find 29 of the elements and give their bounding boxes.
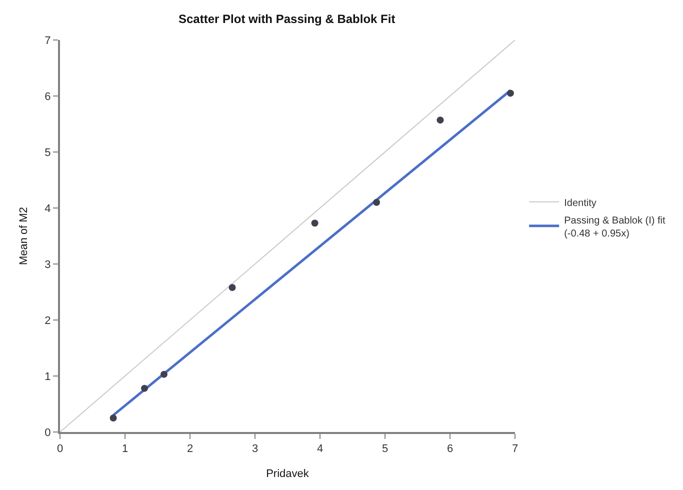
y-tick-label: 4 [44,202,51,215]
y-tick-label: 7 [44,34,51,47]
y-tick-label: 2 [44,314,51,327]
x-tick-label: 3 [252,443,258,456]
chart-title: Scatter Plot with Passing & Bablok Fit [178,12,396,26]
y-tick-label: 0 [44,426,51,439]
legend-label: Identity [564,198,596,209]
x-tick-label: 2 [186,443,194,456]
point [506,90,514,97]
x-tick-label: 5 [382,443,388,456]
point [228,284,236,292]
x-axis-title: Pridavek [266,468,310,480]
point [373,198,380,206]
x-tick-label: 6 [446,443,454,456]
x-tick-label: 1 [122,443,128,456]
x-tick-label: 7 [512,443,518,456]
legend-label: Passing & Bablok (I) fit (-0.48 + 0.95x) [564,215,666,240]
y-tick-label: 3 [44,258,51,271]
point [160,370,168,378]
point [436,116,444,124]
point [311,220,318,227]
y-axis-title: Mean of M2 [18,206,30,266]
point [141,384,148,392]
x-tick-label: 0 [56,443,64,456]
point [110,414,117,422]
y-tick-label: 6 [44,90,51,103]
y-tick-label: 1 [44,370,51,383]
x-tick-label: 4 [316,443,324,456]
y-tick-label: 5 [44,146,51,159]
